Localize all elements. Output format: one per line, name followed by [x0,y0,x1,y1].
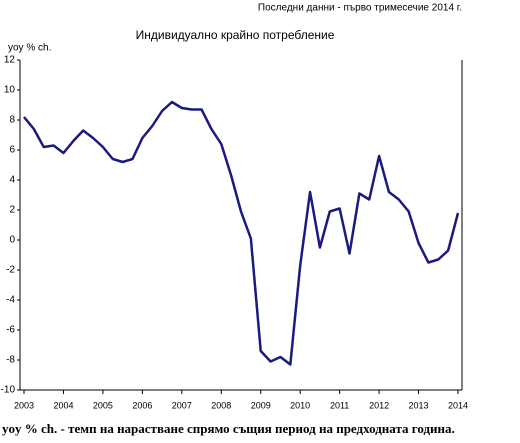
y-tick-label: -8 [6,355,15,366]
y-tick-label: -4 [6,295,15,306]
y-tick-label: 10 [4,85,16,96]
x-tick-label: 2013 [409,400,429,410]
y-axis-label: yoy % ch. [8,43,51,54]
y-tick-label: -2 [6,265,15,276]
x-tick-label: 2006 [132,400,152,410]
footnote: yoy % ch. - темп на нарастване спрямо съ… [2,421,455,436]
y-tick-label: 6 [9,145,15,156]
x-tick-label: 2010 [290,400,310,410]
x-tick-label: 2003 [14,400,34,410]
x-tick-label: 2014 [448,400,468,410]
chart-title: Индивидуално крайно потребление [136,28,335,42]
y-tick-label: 0 [9,235,15,246]
x-tick-label: 2004 [53,400,73,410]
y-tick-label: -10 [1,385,16,396]
x-tick-label: 2009 [251,400,271,410]
x-tick-label: 2007 [172,400,192,410]
x-tick-label: 2008 [211,400,231,410]
note: Последни данни - първо тримесечие 2014 г… [258,3,462,14]
x-tick-label: 2012 [369,400,389,410]
y-tick-label: 4 [9,175,15,186]
y-tick-label: 12 [4,55,16,66]
y-tick-label: -6 [6,325,15,336]
x-tick-label: 2011 [330,400,349,410]
x-tick-label: 2005 [93,400,113,410]
line-series [23,100,460,366]
y-tick-label: 8 [9,115,15,126]
y-tick-label: 2 [9,205,15,216]
